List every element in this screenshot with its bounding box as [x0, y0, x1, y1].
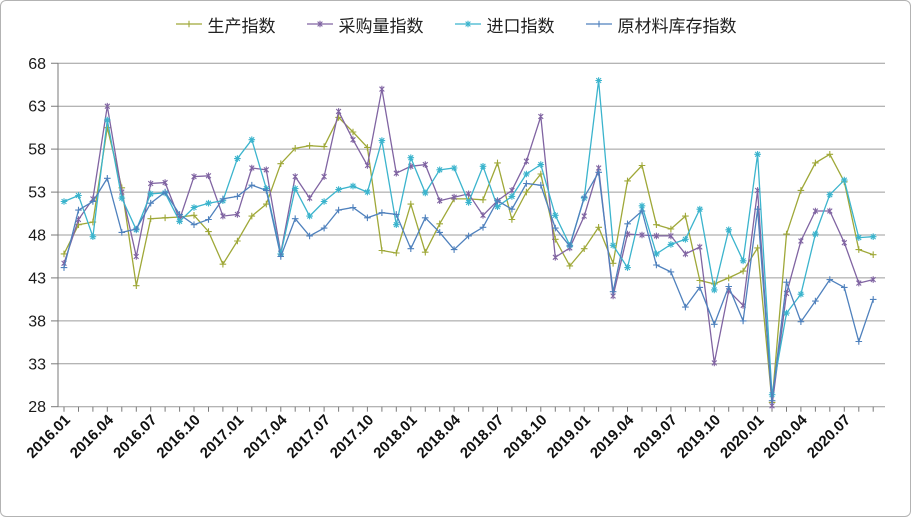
legend-marker-production-index-icon [175, 20, 202, 28]
legend-label: 进口指数 [486, 16, 555, 36]
series-purchasing-volume-index [61, 85, 876, 410]
y-tick-label: 63 [28, 99, 46, 116]
y-tick-label: 33 [28, 356, 46, 373]
y-tick-label: 38 [28, 313, 46, 330]
x-tick-label: 2018.07 [457, 412, 507, 462]
x-tick-label: 2017.07 [284, 412, 334, 462]
x-tick-label: 2017.01 [197, 412, 247, 462]
legend-label: 原材料库存指数 [617, 16, 737, 36]
series-line-production-index [63, 116, 874, 403]
y-tick-label: 28 [28, 399, 46, 416]
legend-item-production-index: 生产指数 [175, 12, 276, 37]
legend-item-import-index: 进口指数 [454, 12, 555, 37]
x-tick-label: 2019.07 [630, 412, 680, 462]
x-tick-label: 2020.07 [804, 412, 854, 462]
x-tick-label: 2018.04 [414, 411, 465, 462]
series-line-purchasing-volume-index [63, 88, 874, 406]
x-tick-label: 2017.04 [240, 411, 291, 462]
legend-marker-purchasing-volume-index-icon [306, 20, 333, 28]
x-tick-label: 2019.04 [587, 411, 638, 462]
y-tick-label: 68 [28, 56, 46, 73]
y-tick-label: 58 [28, 142, 46, 159]
y-tick-label: 43 [28, 270, 46, 287]
x-tick-label: 2018.10 [500, 412, 550, 462]
x-tick-label: 2016.10 [153, 412, 203, 462]
legend-marker-import-index-icon [454, 20, 481, 28]
x-tick-label: 2020.04 [760, 411, 811, 462]
x-tick-label: 2016.01 [23, 412, 73, 462]
legend-item-purchasing-volume-index: 采购量指数 [306, 12, 424, 37]
x-tick-label: 2020.01 [717, 412, 767, 462]
x-tick-label: 2019.10 [674, 412, 724, 462]
legend-label: 生产指数 [207, 16, 276, 36]
series-markers-purchasing-volume-index [61, 85, 876, 410]
x-tick-label: 2017.10 [327, 412, 377, 462]
x-tick-label: 2016.07 [110, 412, 160, 462]
x-tick-label: 2018.01 [370, 412, 420, 462]
legend-label: 采购量指数 [338, 16, 424, 36]
legend-marker-raw-material-inventory-index-icon [585, 20, 612, 28]
y-tick-label: 48 [28, 228, 46, 245]
legend-item-raw-material-inventory-index: 原材料库存指数 [585, 12, 737, 37]
series-markers-production-index [60, 114, 877, 406]
series-import-index [60, 77, 877, 398]
series-line-raw-material-inventory-index [63, 170, 874, 401]
series-markers-raw-material-inventory-index [60, 169, 877, 404]
x-tick-label: 2016.04 [67, 411, 118, 462]
series-production-index [60, 114, 877, 406]
legend: 生产指数 采购量指数 进口指数 原材料库存指数 [1, 11, 910, 37]
series-markers-import-index [60, 77, 877, 398]
y-tick-label: 53 [28, 185, 46, 202]
series-raw-material-inventory-index [60, 169, 877, 404]
x-tick-label: 2019.01 [544, 412, 594, 462]
